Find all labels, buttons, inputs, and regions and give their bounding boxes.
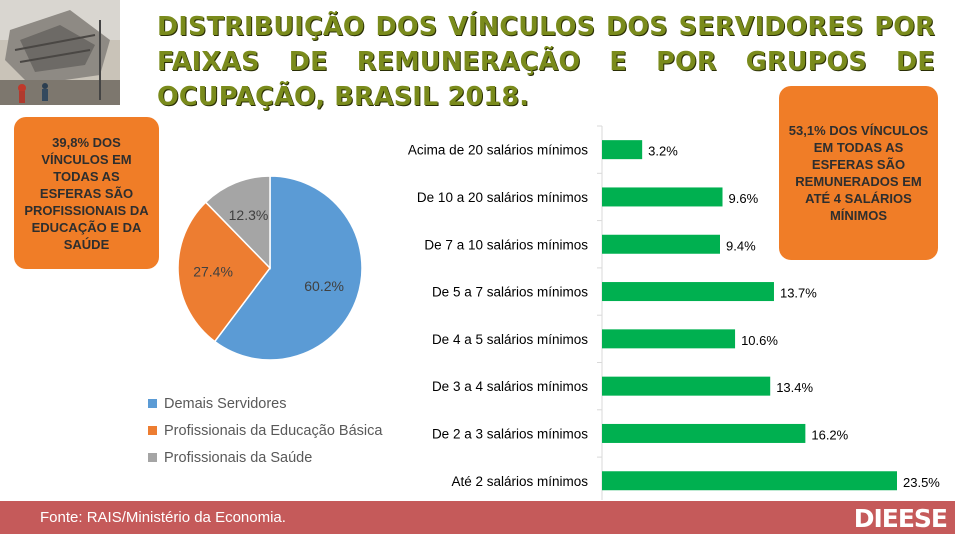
pie-slice-demais-servidores: [213, 175, 363, 361]
legend-swatch-saude: [148, 453, 157, 462]
legend-label-educacao-basica: Profissionais da Educação Básica: [164, 422, 383, 439]
bar-value-label: 13.7%: [780, 286, 817, 301]
legend-label-saude: Profissionais da Saúde: [164, 449, 313, 466]
bar-value-label: 9.4%: [726, 238, 756, 253]
bar-de-10-a-20-salarios-minimos: [602, 187, 723, 207]
bar-de-7-a-10-salarios-minimos: [602, 234, 720, 254]
bar-value-label: 16.2%: [811, 427, 848, 442]
bar-value-label: 23.5%: [903, 475, 940, 490]
bar-de-5-a-7-salarios-minimos: [602, 282, 774, 302]
callout-education-health: 39,8% DOS VÍNCULOS EM TODAS AS ESFERAS S…: [14, 117, 159, 269]
dieese-logo: DIEESE: [853, 504, 948, 533]
bar-de-2-a-3-salarios-minimos: [602, 423, 806, 443]
callout-up-to-4-wages: 53,1% DOS VÍNCULOS EM TODAS AS ESFERAS S…: [779, 86, 938, 260]
bar-de-4-a-5-salarios-minimos: [602, 329, 736, 349]
bar-category-label: De 4 a 5 salários mínimos: [432, 332, 588, 347]
pie-legend: Demais Servidores Profissionais da Educa…: [148, 390, 382, 471]
pie-slice-profissionais-da-educacao-basica: [177, 201, 271, 343]
bar-category-label: De 10 a 20 salários mínimos: [417, 190, 588, 205]
footer-source: Fonte: RAIS/Ministério da Economia.: [40, 509, 286, 526]
legend-label-demais-servidores: Demais Servidores: [164, 395, 287, 412]
legend-item-saude: Profissionais da Saúde: [148, 444, 382, 471]
bar-category-label: De 2 a 3 salários mínimos: [432, 426, 588, 441]
footer-bar: Fonte: RAIS/Ministério da Economia. DIEE…: [0, 501, 955, 534]
collapsed-building-photo: [0, 0, 120, 105]
bar-value-label: 3.2%: [648, 144, 678, 159]
bar-de-3-a-4-salarios-minimos: [602, 376, 771, 396]
pie-label-demais-servidores: 60.2%: [304, 278, 344, 294]
legend-swatch-educacao-basica: [148, 426, 157, 435]
page-title: DISTRIBUIÇÃO DOS VÍNCULOS DOS SERVIDORES…: [157, 12, 935, 112]
bar-category-label: Até 2 salários mínimos: [451, 474, 588, 489]
pie-label-profissionais-da-educacao-basica: 27.4%: [193, 264, 233, 280]
bar-value-label: 9.6%: [729, 191, 759, 206]
pie-slice-profissionais-da-saude: [204, 175, 271, 270]
pie-label-profissionais-da-saude: 12.3%: [229, 207, 269, 223]
bar-chart: Acima de 20 salários mínimos 3.2% De 10 a …: [408, 125, 940, 500]
bar-category-label: Acima de 20 salários mínimos: [408, 143, 588, 158]
legend-swatch-demais-servidores: [148, 399, 157, 408]
legend-item-demais-servidores: Demais Servidores: [148, 390, 382, 417]
bar-category-label: De 3 a 4 salários mínimos: [432, 379, 588, 394]
legend-item-educacao-basica: Profissionais da Educação Básica: [148, 417, 382, 444]
bar-value-label: 10.6%: [741, 333, 778, 348]
pie-chart: 60.2% 27.4% 12.3%: [177, 175, 363, 361]
bar-value-label: 13.4%: [776, 380, 813, 395]
bar-ate-2-salarios-minimos: [602, 471, 897, 491]
bar-category-label: De 5 a 7 salários mínimos: [432, 285, 588, 300]
bar-acima-de-20-salarios-minimos: [602, 140, 643, 160]
bar-category-label: De 7 a 10 salários mínimos: [424, 237, 588, 252]
